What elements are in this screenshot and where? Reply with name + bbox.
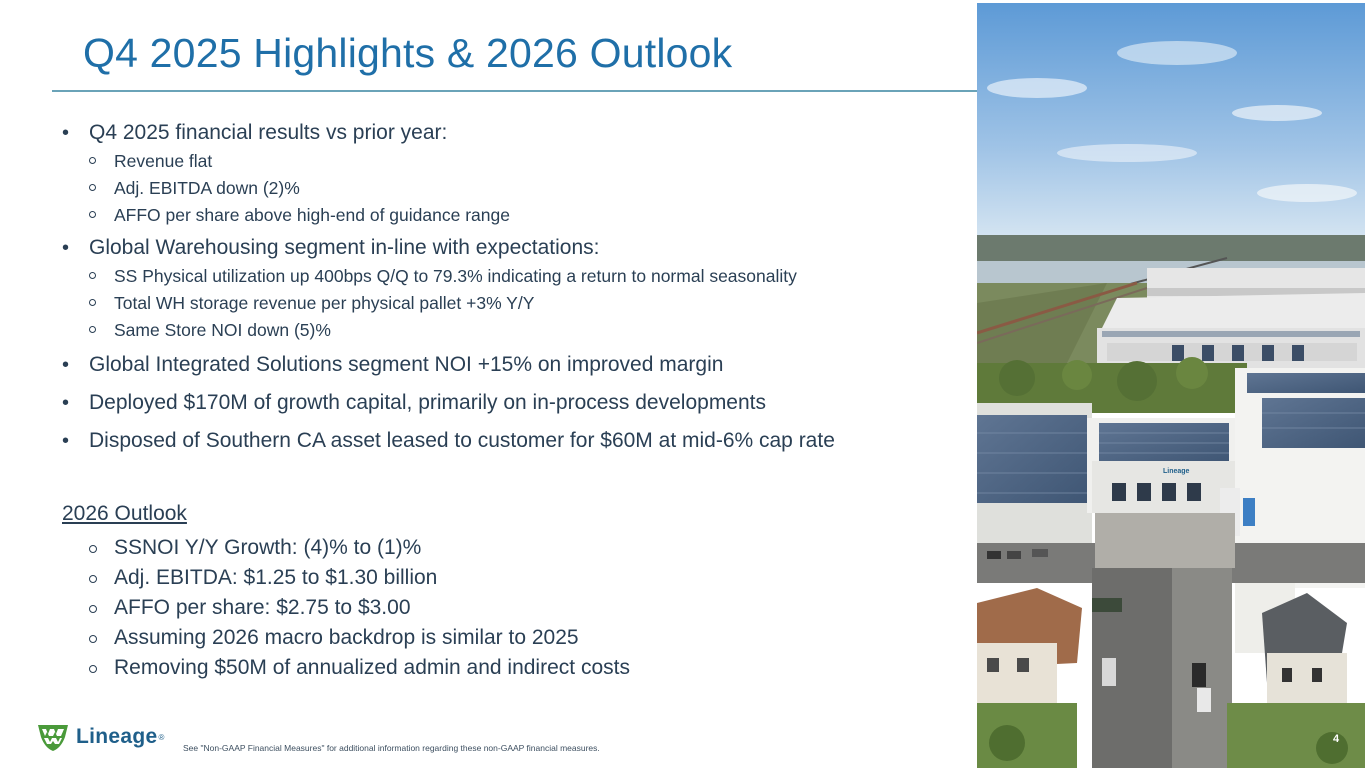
outlook-item: Assuming 2026 macro backdrop is similar …	[62, 623, 967, 653]
bullet-item: • Deployed $170M of growth capital, prim…	[62, 388, 967, 418]
outlook-list: SSNOI Y/Y Growth: (4)% to (1)% Adj. EBIT…	[62, 533, 967, 683]
circle-bullet-icon	[89, 605, 97, 613]
sub-bullet-text: Same Store NOI down (5)%	[114, 320, 331, 340]
bullet-text: Q4 2025 financial results vs prior year:	[89, 121, 448, 144]
slide-title: Q4 2025 Highlights & 2026 Outlook	[83, 30, 733, 76]
bullet-item: • Q4 2025 financial results vs prior yea…	[62, 118, 967, 148]
bullet-icon: •	[62, 354, 70, 376]
outlook-item: AFFO per share: $2.75 to $3.00	[62, 593, 967, 623]
circle-bullet-icon	[89, 635, 97, 643]
bullet-item: • Disposed of Southern CA asset leased t…	[62, 426, 967, 456]
circle-bullet-icon	[89, 272, 96, 279]
circle-bullet-icon	[89, 211, 96, 218]
circle-bullet-icon	[89, 545, 97, 553]
title-divider	[52, 90, 977, 92]
outlook-item-text: Removing $50M of annualized admin and in…	[114, 656, 630, 679]
building-sign-text: Lineage	[1163, 468, 1190, 475]
outlook-item-text: SSNOI Y/Y Growth: (4)% to (1)%	[114, 536, 422, 559]
sub-bullet-text: Total WH storage revenue per physical pa…	[114, 293, 535, 313]
sub-bullet-item: Revenue flat	[62, 148, 967, 175]
logo-wordmark: Lineage	[76, 725, 158, 748]
outlook-item: SSNOI Y/Y Growth: (4)% to (1)%	[62, 533, 967, 563]
bullet-text: Disposed of Southern CA asset leased to …	[89, 429, 835, 452]
sub-bullet-text: AFFO per share above high-end of guidanc…	[114, 205, 510, 225]
circle-bullet-icon	[89, 299, 96, 306]
sub-bullet-item: Same Store NOI down (5)%	[62, 317, 967, 344]
outlook-item: Removing $50M of annualized admin and in…	[62, 653, 967, 683]
sub-bullet-text: Adj. EBITDA down (2)%	[114, 178, 300, 198]
lineage-shield-icon	[38, 725, 68, 751]
sub-bullet-item: SS Physical utilization up 400bps Q/Q to…	[62, 263, 967, 290]
sub-bullet-text: Revenue flat	[114, 151, 213, 171]
bullet-icon: •	[62, 430, 70, 452]
bullet-item: • Global Warehousing segment in-line wit…	[62, 233, 967, 263]
circle-bullet-icon	[89, 575, 97, 583]
bullet-icon: •	[62, 122, 70, 144]
circle-bullet-icon	[89, 184, 96, 191]
bullet-item: • Global Integrated Solutions segment NO…	[62, 350, 967, 380]
circle-bullet-icon	[89, 326, 96, 333]
outlook-item: Adj. EBITDA: $1.25 to $1.30 billion	[62, 563, 967, 593]
outlook-item-text: AFFO per share: $2.75 to $3.00	[114, 596, 411, 619]
logo-registered-mark: ®	[158, 732, 165, 742]
sub-bullet-text: SS Physical utilization up 400bps Q/Q to…	[114, 266, 797, 286]
outlook-item-text: Adj. EBITDA: $1.25 to $1.30 billion	[114, 566, 438, 589]
page-number: 4	[1333, 733, 1340, 745]
outlook-heading: 2026 Outlook	[62, 502, 187, 525]
circle-bullet-icon	[89, 157, 96, 164]
bullet-text: Deployed $170M of growth capital, primar…	[89, 391, 767, 414]
lineage-logo: Lineage ®	[36, 721, 164, 753]
highlights-list: • Q4 2025 financial results vs prior yea…	[62, 118, 967, 456]
bullet-text: Global Warehousing segment in-line with …	[89, 236, 600, 259]
circle-bullet-icon	[89, 665, 97, 673]
sub-bullet-item: AFFO per share above high-end of guidanc…	[62, 202, 967, 229]
bullet-icon: •	[62, 237, 70, 259]
warehouse-aerial-photo: Lineage	[977, 3, 1365, 768]
bullet-text: Global Integrated Solutions segment NOI …	[89, 353, 724, 376]
sub-bullet-item: Total WH storage revenue per physical pa…	[62, 290, 967, 317]
outlook-item-text: Assuming 2026 macro backdrop is similar …	[114, 626, 579, 649]
bullet-icon: •	[62, 392, 70, 414]
footnote: See "Non-GAAP Financial Measures" for ad…	[183, 743, 600, 753]
sub-bullet-item: Adj. EBITDA down (2)%	[62, 175, 967, 202]
